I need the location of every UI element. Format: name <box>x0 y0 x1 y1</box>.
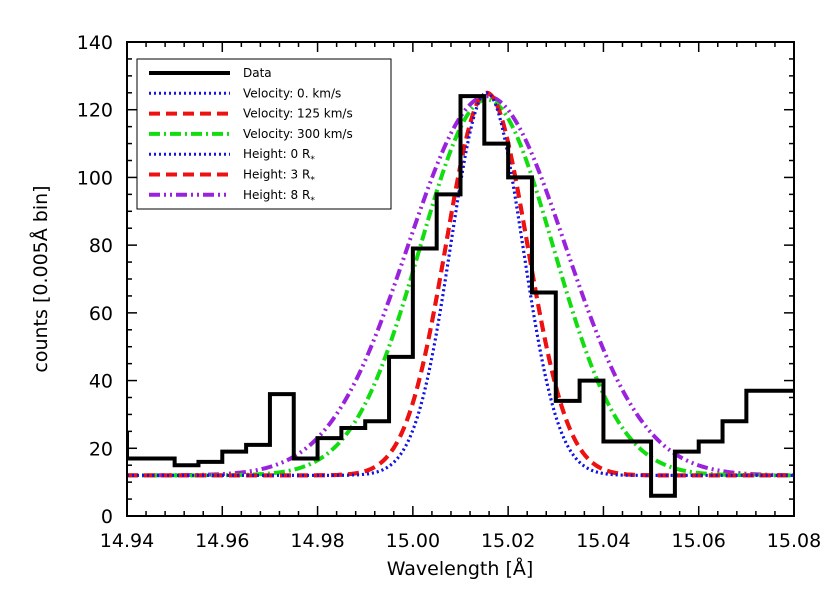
x-tick-label: 14.94 <box>100 530 154 552</box>
y-tick-label: 20 <box>89 438 113 460</box>
plot-curves <box>127 90 794 498</box>
x-tick-label: 14.98 <box>290 530 344 552</box>
y-tick-label: 120 <box>77 100 113 122</box>
x-tick-label: 15.04 <box>576 530 630 552</box>
y-axis-label: counts [0.005Å bin] <box>29 185 52 372</box>
y-tick-label: 140 <box>77 32 113 54</box>
legend: Data Velocity: 0. km/s Velocity: 125 km/s V… <box>136 58 392 210</box>
legend-label: Height: 0 R* <box>243 147 315 165</box>
legend-label: Height: 8 R* <box>243 188 315 206</box>
legend-label: Velocity: 300 km/s <box>243 127 353 141</box>
data-histogram <box>127 94 794 498</box>
legend-subscript: * <box>310 155 315 165</box>
legend-label: Velocity: 0. km/s <box>243 86 341 100</box>
y-tick-label: 40 <box>89 371 113 393</box>
legend-label: Data <box>243 66 272 80</box>
legend-subscript: * <box>310 196 315 206</box>
y-tick-label: 80 <box>89 235 113 257</box>
plot-axes: 14.94 14.96 14.98 15.00 15.02 15.04 15.06 15.08… <box>77 32 821 552</box>
x-tick-label: 15.08 <box>767 530 821 552</box>
legend-label: Height: 3 R* <box>243 168 315 186</box>
y-tick-label: 0 <box>101 506 113 528</box>
legend-subscript: * <box>310 176 315 186</box>
x-tick-label: 15.06 <box>672 530 726 552</box>
x-tick-label: 15.00 <box>386 530 440 552</box>
series-line-1 <box>127 91 794 477</box>
y-tick-label: 60 <box>89 303 113 325</box>
x-tick-label: 15.02 <box>481 530 535 552</box>
x-tick-label: 14.96 <box>195 530 249 552</box>
y-tick-label: 100 <box>77 167 113 189</box>
legend-label: Velocity: 125 km/s <box>243 107 353 121</box>
x-axis-label: Wavelength [Å] <box>387 557 534 580</box>
series-line-6 <box>127 94 794 478</box>
